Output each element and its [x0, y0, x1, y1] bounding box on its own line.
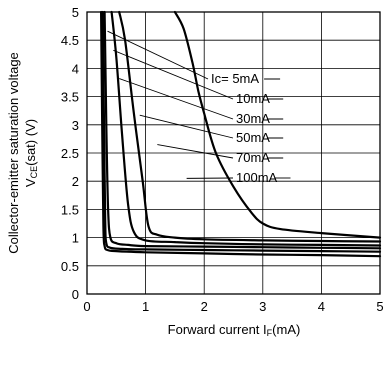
leader-line [139, 114, 234, 139]
x-tick-label: 3 [259, 299, 266, 314]
curve-label: 70mA [236, 150, 270, 165]
y-tick-label: 3 [72, 118, 79, 133]
y-tick-label: 2 [72, 174, 79, 189]
y-tick-label: 3.5 [61, 90, 79, 105]
x-tick-label: 1 [142, 299, 149, 314]
leader-lines [107, 30, 291, 179]
y-tick-label: 1 [72, 231, 79, 246]
series-line [173, 10, 382, 239]
leader-line [157, 144, 234, 159]
tick-labels: 0 1 2 3 4 5 0 0.5 1 1.5 2 2.5 3 3.5 4 4.5 5 [61, 5, 384, 314]
series-line [103, 10, 382, 250]
curve-label: 30mA [236, 111, 270, 126]
y-axis-label-sub: CE [29, 166, 39, 179]
y-axis-label-unit: (sat) (V) [23, 119, 38, 166]
leader-line [107, 30, 209, 80]
series-line [118, 10, 382, 243]
y-tick-label: 0.5 [61, 259, 79, 274]
y-tick-label: 5 [72, 5, 79, 20]
y-axis-label-line1: Collector-emitter saturation voltage [6, 52, 21, 254]
curve-label: 100mA [236, 170, 278, 185]
y-tick-label: 4 [72, 61, 79, 76]
x-tick-label: 4 [318, 299, 325, 314]
leader-line [119, 78, 234, 120]
series-line [110, 10, 382, 247]
series-line [100, 10, 382, 258]
curve-labels: Ic= 5mA 10mA 30mA 50mA 70mA 100mA [211, 71, 278, 185]
curve-label: 10mA [236, 91, 270, 106]
curve-label: 50mA [236, 130, 270, 145]
y-tick-label: 1.5 [61, 202, 79, 217]
y-axis-label-line2: VCE(sat) (V) [23, 119, 39, 187]
y-tick-label: 0 [72, 287, 79, 302]
x-axis-label-unit: (mA) [272, 322, 300, 337]
series-line [101, 10, 382, 253]
x-tick-label: 2 [201, 299, 208, 314]
leader-line [113, 49, 234, 100]
y-tick-label: 2.5 [61, 146, 79, 161]
plot-frame [86, 11, 381, 295]
x-tick-label: 0 [83, 299, 90, 314]
y-tick-label: 4.5 [61, 33, 79, 48]
x-axis-label-sub: F [267, 328, 273, 338]
curves [100, 10, 382, 258]
x-tick-label: 5 [376, 299, 383, 314]
curve-label: Ic= 5mA [211, 71, 259, 86]
x-axis-label: Forward current IF(mA) [168, 322, 301, 338]
